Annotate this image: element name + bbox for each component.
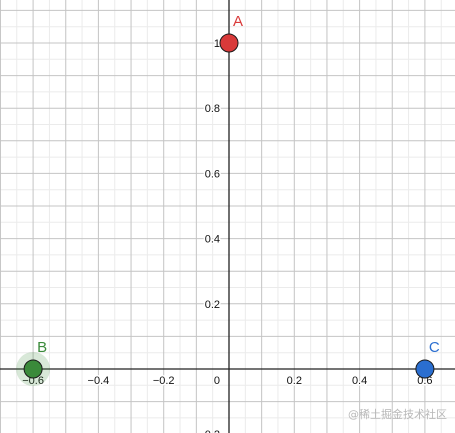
y-tick-label: −0.2 [198, 429, 220, 433]
point-label: B [37, 339, 47, 356]
y-tick-label-halo: 1 [214, 38, 220, 50]
x-tick-label-halo: −0.6 [22, 375, 44, 387]
x-tick-label: 0.4 [352, 375, 367, 387]
x-tick-label: 0.6 [417, 375, 432, 387]
y-tick-label: 0.8 [205, 103, 220, 115]
point-b[interactable]: B [16, 339, 51, 386]
point-label: A [233, 13, 243, 30]
x-tick-label-halo: −0.2 [153, 375, 175, 387]
x-tick-label: −0.2 [153, 375, 175, 387]
points[interactable]: A B C [16, 13, 440, 386]
watermark: @稀土掘金技术社区 [348, 408, 447, 421]
x-tick-label-halo: −0.4 [88, 375, 110, 387]
y-tick-label-halo: 0.2 [205, 299, 220, 311]
y-tick-label: 0.4 [205, 234, 220, 246]
y-tick-label-halo: 0.4 [205, 234, 220, 246]
x-tick-label: −0.4 [88, 375, 110, 387]
x-tick-label-halo: 0.2 [287, 375, 302, 387]
point-c[interactable]: C [415, 339, 440, 379]
x-tick-label: 0.2 [287, 375, 302, 387]
point-marker[interactable] [219, 33, 239, 53]
point-a[interactable]: A [219, 13, 243, 53]
origin-label: 0 [214, 375, 220, 387]
y-tick-label-halo: 0.8 [205, 103, 220, 115]
y-tick-label: 0.2 [205, 299, 220, 311]
x-tick-label-halo: 0.4 [352, 375, 367, 387]
point-marker[interactable] [415, 359, 435, 379]
y-tick-label-halo: 0.6 [205, 168, 220, 180]
origin-label-halo: 0 [214, 375, 220, 387]
x-tick-label: −0.6 [22, 375, 44, 387]
point-marker[interactable] [23, 359, 43, 379]
point-label: C [429, 339, 440, 356]
y-tick-label: 0.6 [205, 168, 220, 180]
y-tick-label-halo: −0.2 [198, 429, 220, 433]
y-tick-label: 1 [214, 38, 220, 50]
tick-labels: −0.6−0.6 −0.4−0.4 −0.2−0.2 0.20.2 0.40.4 0.60… [21, 37, 434, 433]
